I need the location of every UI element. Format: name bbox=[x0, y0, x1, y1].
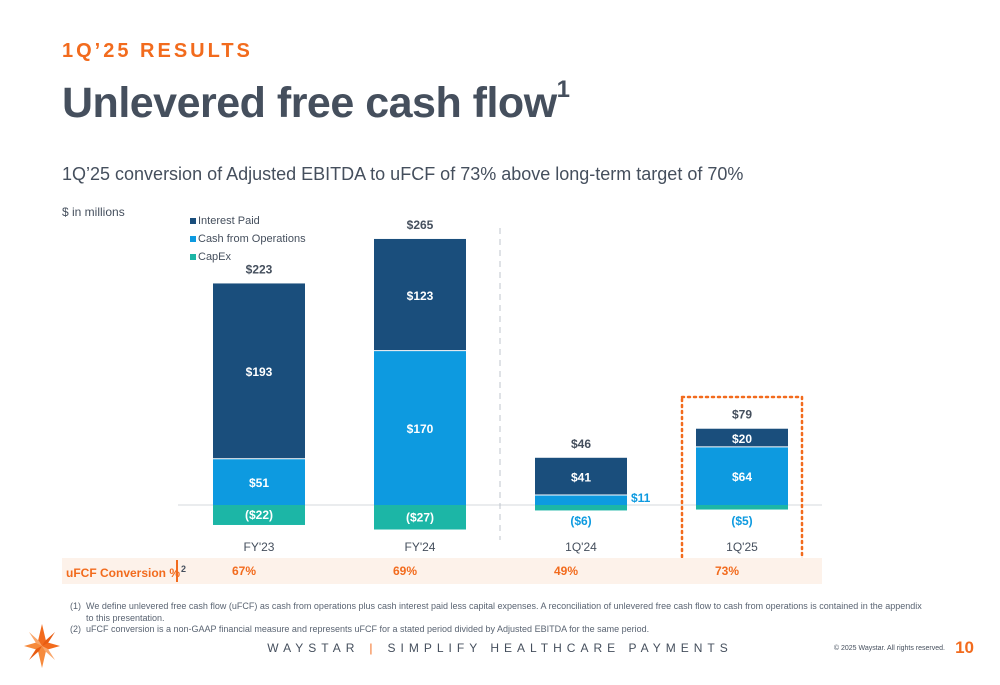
bar-cash-from-operations-fy23 bbox=[213, 458, 305, 505]
bar-capex-fy23 bbox=[213, 505, 305, 525]
footer-tagline: WAYSTAR | SIMPLIFY HEALTHCARE PAYMENTS bbox=[0, 641, 1000, 655]
legend-label-interestpaid: Interest Paid bbox=[198, 215, 260, 227]
label-total-1q25: $79 bbox=[732, 408, 752, 422]
page-title: Unlevered free cash flow1 bbox=[62, 76, 570, 128]
conversion-label-text: uFCF Conversion % bbox=[66, 566, 181, 580]
page-subtitle: 1Q’25 conversion of Adjusted EBITDA to u… bbox=[62, 164, 744, 184]
conversion-footnote-marker: 2 bbox=[181, 564, 187, 574]
waystar-logo-icon bbox=[24, 624, 60, 668]
label-cash-from-operations-fy23: $51 bbox=[249, 476, 269, 490]
legend-label-capex: CapEx bbox=[198, 251, 232, 263]
conversion-value-1q24: 49% bbox=[553, 564, 579, 578]
units-label: $ in millions bbox=[62, 205, 125, 219]
label-capex-fy24: ($27) bbox=[406, 510, 434, 524]
label-total-fy24: $265 bbox=[407, 218, 434, 232]
conversion-row bbox=[62, 558, 822, 584]
footnote-1-number: (1) bbox=[70, 601, 81, 611]
section-kicker: 1Q’25 RESULTS bbox=[62, 40, 253, 62]
label-total-1q24: $46 bbox=[571, 437, 591, 451]
label-capex-1q25: ($5) bbox=[731, 514, 752, 528]
copyright: © 2025 Waystar. All rights reserved. bbox=[833, 645, 945, 652]
category-label-1q25: 1Q'25 bbox=[726, 540, 758, 554]
label-total-fy23: $223 bbox=[246, 262, 273, 276]
category-label-1q24: 1Q'24 bbox=[565, 540, 597, 554]
legend-swatch-capex bbox=[190, 254, 196, 260]
label-cash-from-operations-fy24: $170 bbox=[407, 422, 434, 436]
legend-swatch-interestpaid bbox=[190, 218, 196, 224]
conversion-value-fy24: 69% bbox=[392, 564, 418, 578]
page-title-text: Unlevered free cash flow bbox=[62, 79, 557, 127]
bar-capex-1q25 bbox=[696, 505, 788, 510]
label-interest-paid-1q24: $41 bbox=[571, 470, 591, 484]
footer-separator: | bbox=[369, 641, 378, 655]
bar-cash-from-operations-fy24 bbox=[374, 350, 466, 505]
label-cash-from-operations-1q24: $11 bbox=[631, 491, 651, 505]
label-interest-paid-fy24: $123 bbox=[407, 289, 434, 303]
legend-swatch-cashfromoperations bbox=[190, 236, 196, 242]
footnote-1-text: We define unlevered free cash flow (uFCF… bbox=[86, 601, 922, 623]
footnote-2-text: uFCF conversion is a non-GAAP financial … bbox=[86, 624, 650, 634]
highlight-box-1q25 bbox=[680, 395, 804, 560]
category-label-fy23: FY'23 bbox=[244, 540, 275, 554]
bar-cash-from-operations-1q25 bbox=[696, 446, 788, 505]
footnote-2: (2) uFCF conversion is a non-GAAP financi… bbox=[70, 624, 930, 636]
label-capex-fy23: ($22) bbox=[245, 508, 273, 522]
category-label-fy24: FY'24 bbox=[405, 540, 436, 554]
conversion-value-1q25: 73% bbox=[714, 564, 740, 578]
bar-interest-paid-fy24 bbox=[374, 238, 466, 351]
legend-label-cashfromoperations: Cash from Operations bbox=[198, 233, 306, 245]
footnote-1: (1) We define unlevered free cash flow (u… bbox=[70, 601, 930, 624]
conversion-value-fy23: 67% bbox=[231, 564, 257, 578]
bar-capex-1q24 bbox=[535, 505, 627, 511]
footer-brand: WAYSTAR bbox=[267, 641, 360, 655]
label-cash-from-operations-1q25: $64 bbox=[732, 470, 752, 484]
bar-interest-paid-1q25 bbox=[696, 428, 788, 447]
label-interest-paid-1q25: $20 bbox=[732, 432, 752, 446]
bar-cash-from-operations-1q24 bbox=[535, 495, 627, 505]
conversion-divider bbox=[176, 560, 178, 582]
label-interest-paid-fy23: $193 bbox=[246, 365, 273, 379]
conversion-label: uFCF Conversion %2 bbox=[66, 564, 186, 580]
uFCF-stacked-bar-chart: $193 $51 ($22) $223 FY'23 $123 $170 ($27) $265 FY… bbox=[178, 215, 822, 560]
title-footnote-marker: 1 bbox=[556, 76, 570, 103]
bar-interest-paid-fy23 bbox=[213, 283, 305, 459]
bar-capex-fy24 bbox=[374, 505, 466, 530]
bar-interest-paid-1q24 bbox=[535, 457, 627, 496]
footnote-2-number: (2) bbox=[70, 624, 81, 634]
page-number: 10 bbox=[955, 638, 974, 657]
footnotes: (1) We define unlevered free cash flow (u… bbox=[70, 601, 930, 636]
footer-tagline-text: SIMPLIFY HEALTHCARE PAYMENTS bbox=[387, 641, 733, 655]
label-capex-1q24: ($6) bbox=[570, 514, 591, 528]
